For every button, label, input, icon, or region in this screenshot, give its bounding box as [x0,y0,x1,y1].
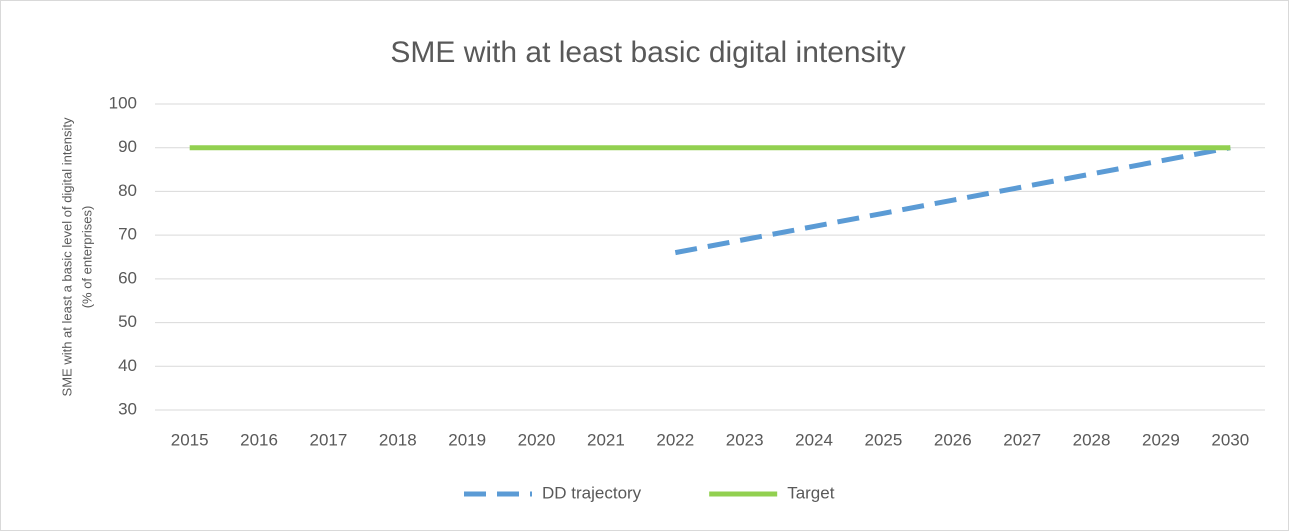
y-tick-label: 70 [118,225,137,244]
y-tick-label: 100 [109,93,137,112]
legend-label: Target [787,483,835,502]
x-tick-label: 2026 [934,430,972,449]
x-tick-label: 2025 [865,430,903,449]
chart-title: SME with at least basic digital intensit… [390,36,905,69]
y-tick-label: 60 [118,268,137,287]
x-tick-label: 2022 [656,430,694,449]
series-line [674,145,1231,256]
x-tick-label: 2027 [1003,430,1041,449]
y-tick-label: 50 [118,312,137,331]
x-tick-label: 2028 [1073,430,1111,449]
x-tick-label: 2019 [448,430,486,449]
x-tick-label: 2020 [518,430,556,449]
x-tick-label: 2030 [1211,430,1249,449]
x-tick-label: 2017 [310,430,348,449]
legend-label: DD trajectory [542,483,642,502]
y-axis-label: (% of enterprises) [79,206,94,309]
y-tick-label: 40 [118,356,137,375]
x-tick-label: 2023 [726,430,764,449]
x-tick-label: 2029 [1142,430,1180,449]
x-tick-label: 2015 [171,430,209,449]
x-tick-label: 2018 [379,430,417,449]
x-tick-label: 2024 [795,430,833,449]
y-axis-label: SME with at least a basic level of digit… [59,117,74,396]
x-tick-label: 2021 [587,430,625,449]
y-tick-label: 30 [118,399,137,418]
y-tick-label: 80 [118,181,137,200]
x-tick-label: 2016 [240,430,278,449]
y-tick-label: 90 [118,137,137,156]
